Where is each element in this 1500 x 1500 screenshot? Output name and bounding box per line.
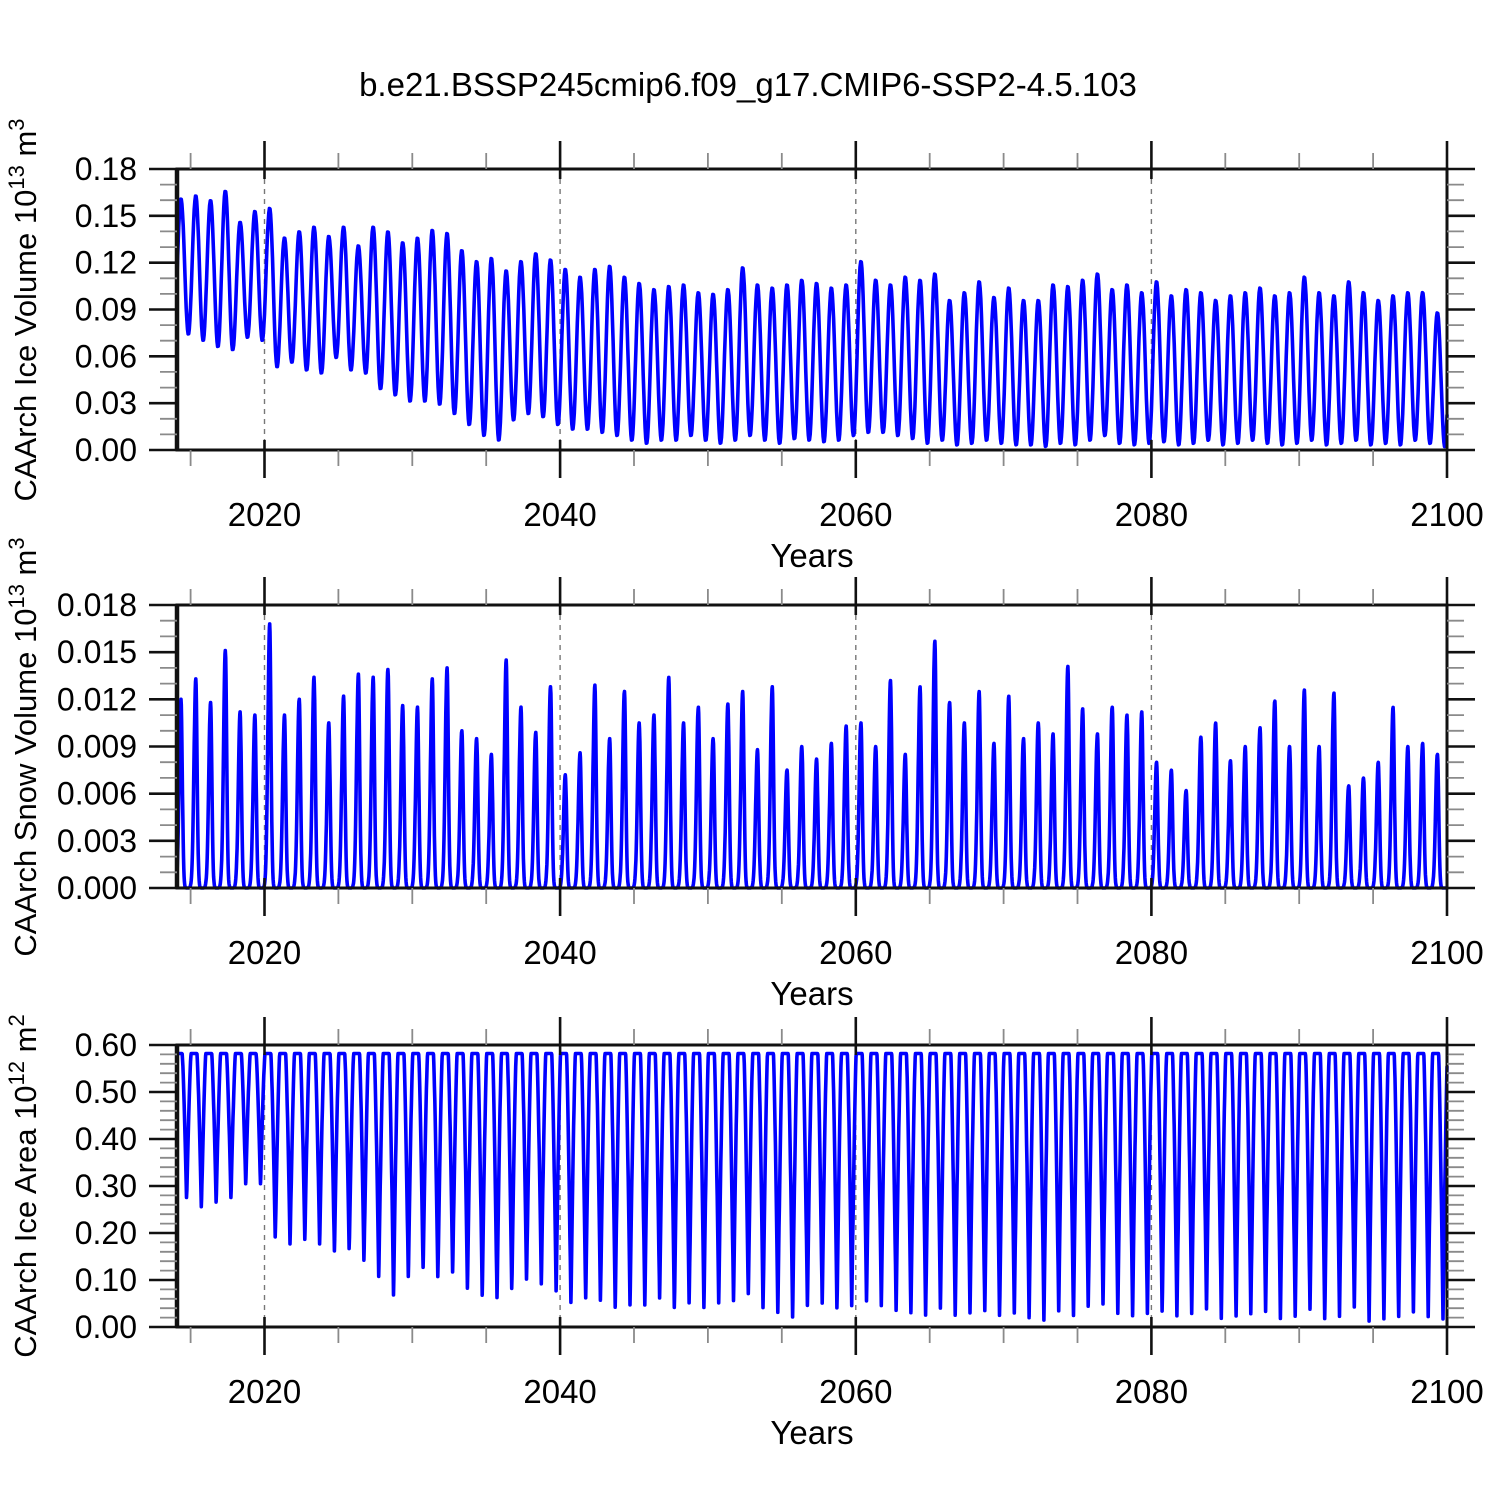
y-axis-title-text: CAArch Snow Volume 10 bbox=[8, 609, 43, 957]
x-axis-title: Years bbox=[770, 1414, 853, 1451]
y-tick-label: 0.000 bbox=[57, 870, 137, 906]
chart-title: b.e21.BSSP245cmip6.f09_g17.CMIP6-SSP2-4.… bbox=[359, 66, 1137, 103]
x-tick-label: 2060 bbox=[819, 496, 892, 533]
y-tick-label: 0.12 bbox=[75, 245, 137, 281]
x-tick-label: 2100 bbox=[1410, 934, 1483, 971]
y-axis-title-text: m bbox=[8, 550, 43, 584]
y-tick-label: 0.40 bbox=[75, 1121, 137, 1157]
x-tick-label: 2060 bbox=[819, 934, 892, 971]
y-tick-label: 0.30 bbox=[75, 1168, 137, 1204]
y-tick-label: 0.03 bbox=[75, 385, 137, 421]
y-tick-label: 0.09 bbox=[75, 292, 137, 328]
y-axis-title-text: m bbox=[8, 1027, 43, 1061]
series-path-snow-volume bbox=[175, 622, 1449, 890]
y-tick-label: 0.10 bbox=[75, 1262, 137, 1298]
y-tick-label: 0.015 bbox=[57, 634, 137, 670]
y-axis-title-text: m bbox=[8, 131, 43, 165]
y-axis-title-superscript: 13 bbox=[4, 165, 29, 189]
y-tick-label: 0.009 bbox=[57, 729, 137, 765]
x-tick-label: 2060 bbox=[819, 1373, 892, 1410]
x-axis-title: Years bbox=[770, 537, 853, 574]
panel-ice-volume: 0.00 0.03 0.06 0.09 0.12 0.15 0.18 2020 2040 2060… bbox=[4, 118, 1484, 574]
y-tick-label: 0.012 bbox=[57, 681, 137, 717]
x-tick-label: 2100 bbox=[1410, 496, 1483, 533]
y-tick-label: 0.18 bbox=[75, 151, 137, 187]
x-tick-label: 2020 bbox=[228, 934, 301, 971]
y-axis-title-superscript: 13 bbox=[4, 584, 29, 608]
panel-snow-volume: 0.000 0.003 0.006 0.009 0.012 0.015 0.018 2020 2… bbox=[4, 537, 1484, 1012]
x-tick-label: 2040 bbox=[523, 496, 596, 533]
y-axis-title: CAArch Snow Volume 1013 m3 bbox=[4, 537, 43, 956]
panel-ice-area: 0.00 0.10 0.20 0.30 0.40 0.50 0.60 2020 2040 2060… bbox=[4, 1014, 1484, 1451]
y-tick-label: 0.00 bbox=[75, 432, 137, 468]
x-tick-label: 2040 bbox=[523, 1373, 596, 1410]
y-tick-label: 0.15 bbox=[75, 198, 137, 234]
y-tick-label: 0.006 bbox=[57, 776, 137, 812]
x-tick-label: 2020 bbox=[228, 1373, 301, 1410]
y-tick-label: 0.018 bbox=[57, 587, 137, 623]
series-path-ice-volume bbox=[175, 189, 1449, 449]
x-tick-label: 2100 bbox=[1410, 1373, 1483, 1410]
y-axis-title: CAArch Ice Volume 1013 m3 bbox=[4, 118, 43, 501]
x-tick-label: 2040 bbox=[523, 934, 596, 971]
y-axis-title-superscript: 3 bbox=[4, 537, 29, 549]
y-tick-label: 0.20 bbox=[75, 1215, 137, 1251]
y-axis-title-superscript: 3 bbox=[4, 118, 29, 130]
y-axis-title-superscript: 12 bbox=[4, 1061, 29, 1085]
x-tick-label: 2080 bbox=[1115, 496, 1188, 533]
y-tick-label: 0.003 bbox=[57, 823, 137, 859]
y-tick-label: 0.60 bbox=[75, 1027, 137, 1063]
y-axis-title-text: CAArch Ice Area 10 bbox=[8, 1085, 43, 1357]
y-tick-label: 0.00 bbox=[75, 1309, 137, 1345]
y-axis-title-superscript: 2 bbox=[4, 1014, 29, 1026]
y-axis-title: CAArch Ice Area 1012 m2 bbox=[4, 1014, 43, 1357]
x-tick-label: 2080 bbox=[1115, 1373, 1188, 1410]
x-tick-label: 2080 bbox=[1115, 934, 1188, 971]
series-path-ice-area bbox=[175, 1051, 1449, 1323]
y-tick-label: 0.06 bbox=[75, 338, 137, 374]
y-axis-title-text: CAArch Ice Volume 10 bbox=[8, 190, 43, 502]
y-tick-label: 0.50 bbox=[75, 1074, 137, 1110]
x-tick-label: 2020 bbox=[228, 496, 301, 533]
x-axis-title: Years bbox=[770, 975, 853, 1012]
